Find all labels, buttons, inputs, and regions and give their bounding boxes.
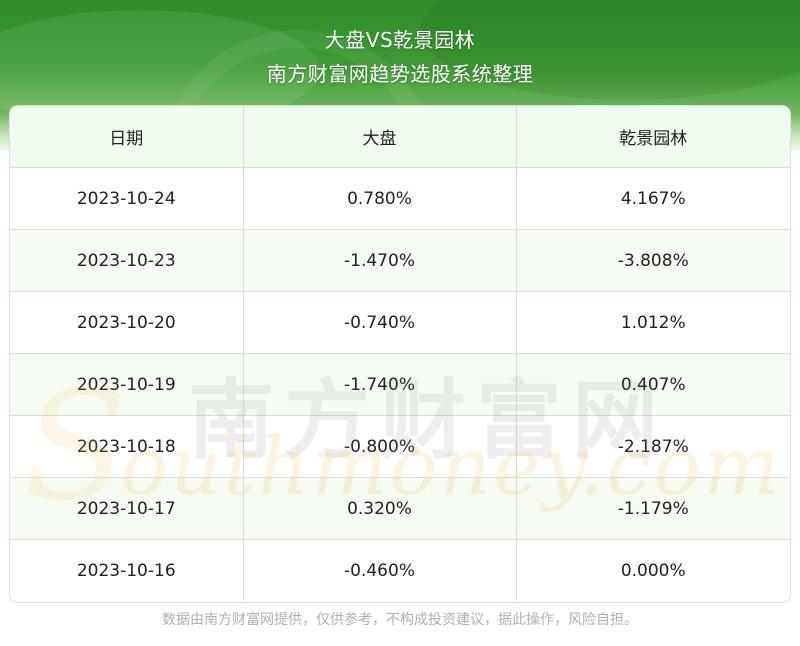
page-subtitle: 南方财富网趋势选股系统整理 xyxy=(266,62,534,86)
comparison-table-card: 日期 大盘 乾景园林 2023-10-24 0.780% 4.167% 2023… xyxy=(10,106,790,602)
column-header-date: 日期 xyxy=(10,106,244,168)
date-cell: 2023-10-24 xyxy=(10,167,244,230)
column-header-market: 大盘 xyxy=(243,106,517,168)
market-change-cell: 0.780% xyxy=(243,167,517,230)
market-change-cell: -0.740% xyxy=(243,291,517,354)
market-change-cell: -1.740% xyxy=(243,353,517,416)
market-change-cell: -1.470% xyxy=(243,229,517,292)
table-row: 2023-10-17 0.320% -1.179% xyxy=(10,477,790,540)
stock-change-cell: -1.179% xyxy=(516,477,790,540)
date-cell: 2023-10-23 xyxy=(10,229,244,292)
date-cell: 2023-10-20 xyxy=(10,291,244,354)
table-row: 2023-10-18 -0.800% -2.187% xyxy=(10,415,790,478)
table-row: 2023-10-20 -0.740% 1.012% xyxy=(10,291,790,354)
stock-change-cell: -3.808% xyxy=(516,229,790,292)
date-cell: 2023-10-18 xyxy=(10,415,244,478)
table-row: 2023-10-16 -0.460% 0.000% xyxy=(10,539,790,601)
page-title: 大盘VS乾景园林 xyxy=(324,28,476,52)
table-row: 2023-10-24 0.780% 4.167% xyxy=(10,167,790,230)
market-change-cell: -0.800% xyxy=(243,415,517,478)
comparison-table: 日期 大盘 乾景园林 2023-10-24 0.780% 4.167% 2023… xyxy=(10,106,790,601)
disclaimer-text: 数据由南方财富网提供，仅供参考，不构成投资建议，据此操作，风险自担。 xyxy=(162,612,638,628)
date-cell: 2023-10-19 xyxy=(10,353,244,416)
stock-change-cell: 0.000% xyxy=(516,539,790,601)
table-row: 2023-10-19 -1.740% 0.407% xyxy=(10,353,790,416)
market-change-cell: -0.460% xyxy=(243,539,517,601)
stock-change-cell: 4.167% xyxy=(516,167,790,230)
stock-change-cell: 0.407% xyxy=(516,353,790,416)
table-header-row: 日期 大盘 乾景园林 xyxy=(10,106,790,168)
market-change-cell: 0.320% xyxy=(243,477,517,540)
stock-change-cell: 1.012% xyxy=(516,291,790,354)
stock-change-cell: -2.187% xyxy=(516,415,790,478)
column-header-stock: 乾景园林 xyxy=(516,106,790,168)
date-cell: 2023-10-17 xyxy=(10,477,244,540)
date-cell: 2023-10-16 xyxy=(10,539,244,601)
table-row: 2023-10-23 -1.470% -3.808% xyxy=(10,229,790,292)
